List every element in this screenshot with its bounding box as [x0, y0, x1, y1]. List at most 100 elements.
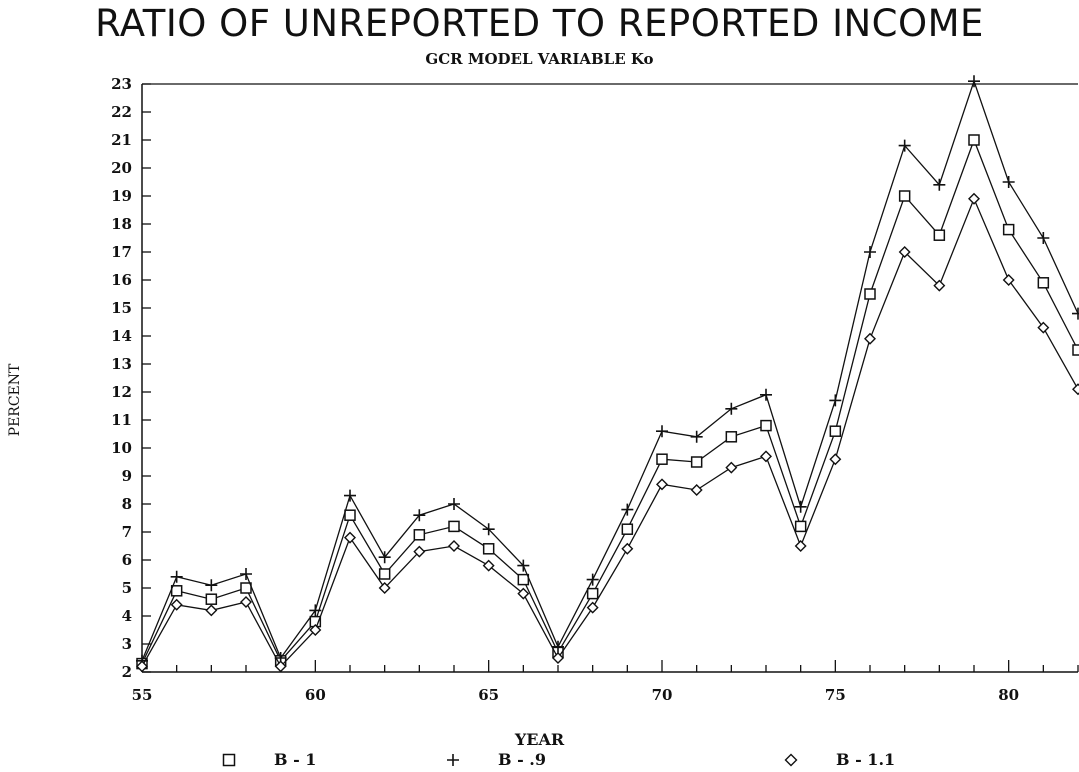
plus-point [1002, 176, 1015, 188]
plus-point [690, 430, 703, 443]
square-point [933, 229, 946, 241]
chart-title: RATIO OF UNREPORTED TO REPORTED INCOME [95, 2, 984, 45]
plus-point [517, 559, 530, 572]
square-point [1072, 344, 1079, 356]
diamond-point [690, 484, 703, 496]
series-line [141, 197, 1079, 668]
legend-item-b-09: B - .9 [446, 750, 546, 769]
diamond-point [136, 660, 148, 673]
diamond-point [829, 453, 842, 466]
x-tick-label: 60 [305, 686, 326, 704]
diamond-point [725, 461, 738, 474]
legend-label: B - 1 [274, 750, 317, 769]
y-tick-label: 12 [111, 383, 132, 401]
square-marker-icon [222, 753, 236, 766]
plus-point [240, 568, 252, 580]
legend-label: B - .9 [498, 750, 547, 769]
diamond-point [482, 559, 495, 572]
plus-point [621, 503, 634, 516]
square-point [760, 419, 772, 432]
square-point [1037, 277, 1050, 289]
square-point [344, 509, 356, 521]
x-tick-label: 80 [998, 686, 1019, 704]
y-tick-label: 17 [111, 243, 132, 261]
diamond-point [794, 540, 807, 552]
plus-point [205, 579, 218, 592]
square-point [170, 585, 183, 597]
plus-point [1072, 307, 1079, 320]
diamond-point [1037, 321, 1050, 334]
y-tick-label: 8 [122, 495, 132, 513]
plus-point [794, 500, 807, 513]
square-point [794, 520, 807, 533]
plus-point [413, 509, 426, 522]
square-point [586, 587, 599, 600]
square-point [725, 431, 738, 443]
x-tick-label: 55 [132, 686, 153, 704]
diamond-point [760, 450, 772, 463]
square-point [656, 453, 668, 465]
plus-point [656, 425, 668, 438]
diamond-point [240, 596, 252, 608]
y-tick-label: 2 [122, 663, 132, 681]
diamond-point [413, 545, 426, 558]
y-tick-label: 14 [111, 327, 132, 345]
y-tick-label: 21 [111, 131, 132, 149]
diamond-point [898, 246, 911, 258]
plus-marker-icon [447, 753, 459, 766]
legend-label: B - 1.1 [836, 750, 896, 769]
y-tick-label: 18 [111, 215, 132, 233]
plus-point [968, 75, 980, 88]
diamond-point [344, 531, 356, 544]
diamond-point [621, 542, 634, 555]
square-point [482, 543, 495, 555]
square-point [517, 573, 530, 586]
series-line [141, 79, 1079, 662]
y-tick-label: 19 [111, 187, 132, 205]
square-point [378, 568, 391, 580]
y-tick-label: 20 [111, 159, 132, 177]
y-tick-label: 5 [122, 579, 132, 597]
plus-point [344, 489, 356, 502]
plus-point [448, 498, 460, 510]
y-tick-label: 6 [122, 551, 132, 569]
square-point [898, 190, 911, 202]
plus-point [933, 178, 946, 191]
y-tick-label: 4 [122, 607, 132, 625]
x-axis-label: YEAR [514, 730, 565, 749]
y-tick-label: 10 [111, 439, 132, 457]
plus-point [760, 388, 772, 401]
diamond-point [274, 660, 287, 673]
chart-subtitle: GCR MODEL VARIABLE Ko [425, 50, 654, 68]
plus-point [552, 640, 564, 653]
diamond-point [378, 582, 391, 594]
diamond-point [933, 279, 946, 292]
y-tick-label: 13 [111, 355, 132, 373]
diamond-point [1002, 274, 1015, 286]
plus-point [586, 573, 599, 586]
plus-point [1037, 232, 1050, 244]
square-point [690, 456, 703, 468]
square-point [864, 288, 876, 300]
square-point [1002, 223, 1015, 236]
y-tick-label: 3 [122, 635, 132, 653]
diamond-point [864, 332, 876, 345]
plus-point [482, 523, 495, 536]
legend-item-b-11: B - 1.1 [784, 750, 895, 769]
y-tick-label: 11 [111, 411, 132, 429]
x-tick-label: 70 [652, 686, 673, 704]
diamond-point [170, 598, 183, 611]
square-point [205, 593, 218, 605]
legend-item-b-1: B - 1 [222, 750, 316, 769]
diamond-point [448, 540, 460, 552]
square-point [240, 582, 252, 594]
plus-point [725, 402, 738, 415]
square-point [621, 523, 634, 535]
y-tick-label: 7 [122, 523, 132, 541]
plus-point [309, 604, 322, 617]
diamond-point [552, 652, 564, 664]
plus-point [378, 551, 391, 564]
square-point [448, 520, 460, 533]
diamond-point [309, 624, 322, 636]
diamond-point [1072, 383, 1079, 396]
